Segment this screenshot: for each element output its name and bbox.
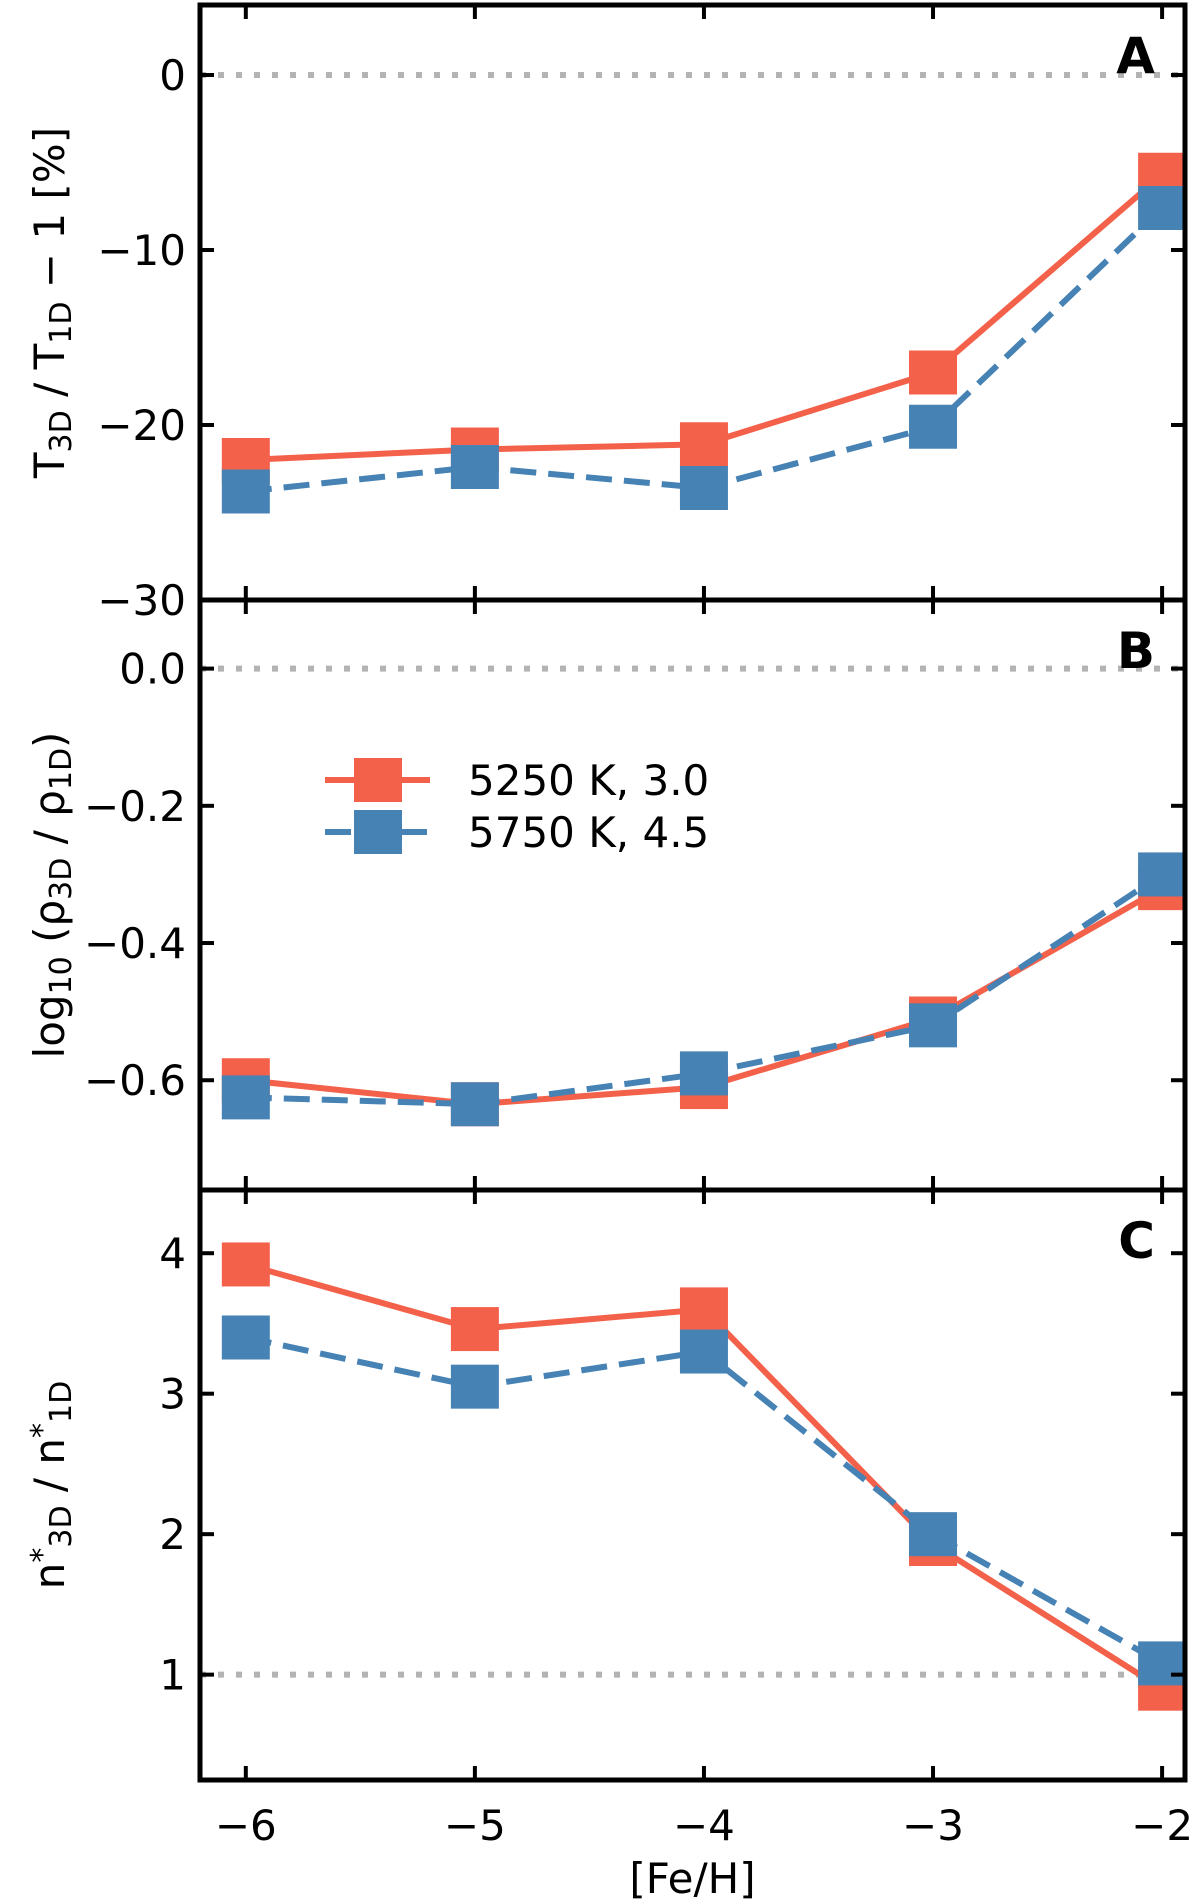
y-tick-label: −10 xyxy=(97,226,186,275)
legend-marker xyxy=(354,758,402,802)
y-tick-label: 4 xyxy=(159,1229,186,1278)
x-axis-label: [Fe/H] xyxy=(629,1854,755,1903)
ylabel-part: n xyxy=(25,1563,74,1590)
y-tick-label: 3 xyxy=(159,1370,186,1419)
x-tick-label: −3 xyxy=(902,1801,964,1850)
ylabel-part: / ρ xyxy=(25,790,74,858)
ylabel-part: / T xyxy=(25,343,74,410)
data-point xyxy=(909,404,958,449)
ylabel-part: 3D xyxy=(44,410,79,452)
ylabel-part: 1D xyxy=(44,302,79,344)
data-point xyxy=(679,1051,728,1096)
ylabel-part: − 1 [%] xyxy=(25,127,74,302)
data-point xyxy=(1138,186,1187,230)
ylabel-part: 1D xyxy=(44,1381,79,1423)
series-line-1 xyxy=(245,1334,1164,1667)
y-tick-label: −0.4 xyxy=(84,919,186,968)
ylabel-part: 3D xyxy=(44,858,79,900)
data-point xyxy=(450,445,499,489)
data-point xyxy=(909,350,958,395)
y-tick-label: −0.2 xyxy=(84,782,186,831)
y-tick-label: −30 xyxy=(97,576,186,625)
ylabel-part: ) xyxy=(25,732,74,748)
data-point xyxy=(450,1364,499,1409)
data-point xyxy=(679,466,728,510)
ylabel-part: 3D xyxy=(44,1505,79,1547)
ylabel-part: 10 xyxy=(44,956,79,994)
data-point xyxy=(909,1003,958,1048)
data-point xyxy=(1138,1641,1187,1686)
panel-label: B xyxy=(1117,622,1155,680)
y-tick-label: 0 xyxy=(159,51,186,100)
y-tick-label: 1 xyxy=(159,1651,186,1700)
y-tick-label: −0.6 xyxy=(84,1056,186,1105)
legend-label: 5250 K, 3.0 xyxy=(468,756,709,805)
x-tick-label: −2 xyxy=(1131,1801,1193,1850)
panel-A: 0 −10 −20 −30 A T3D / T1D − 1 [%] xyxy=(25,2,1188,625)
data-point xyxy=(679,1329,728,1374)
panel-label: A xyxy=(1116,27,1155,85)
data-point xyxy=(909,1512,958,1557)
data-point xyxy=(450,1307,499,1352)
legend-label: 5750 K, 4.5 xyxy=(468,808,709,857)
x-tick-label: −6 xyxy=(215,1801,277,1850)
ylabel-part: (ρ xyxy=(25,900,74,956)
data-point xyxy=(450,1082,499,1127)
panel-frame xyxy=(197,2,1188,603)
panel-frame xyxy=(197,1187,1188,1783)
x-tick-label: −4 xyxy=(673,1801,735,1850)
data-point xyxy=(679,422,728,467)
series-line-0 xyxy=(245,172,1165,463)
y-axis-label: T3D / T1D − 1 [%] xyxy=(25,127,79,479)
y-tick-label: 2 xyxy=(159,1510,186,1559)
ylabel-part: log xyxy=(25,994,74,1058)
y-tick-label: 0.0 xyxy=(119,645,186,694)
y-axis-label: log10 (ρ3D / ρ1D) xyxy=(25,732,79,1059)
data-point xyxy=(221,1075,270,1120)
legend-marker xyxy=(354,810,402,854)
data-point xyxy=(679,1287,728,1332)
ylabel-part: T xyxy=(25,452,74,479)
y-axis-label: n*3D / n*1D xyxy=(25,1381,79,1589)
data-point xyxy=(1138,852,1187,897)
x-tick-label: −5 xyxy=(444,1801,506,1850)
panel-label: C xyxy=(1118,1212,1155,1270)
ylabel-part: * xyxy=(25,1548,60,1563)
ylabel-part: 1D xyxy=(44,748,79,790)
data-point xyxy=(221,469,270,514)
data-point xyxy=(221,1242,270,1287)
y-tick-label: −20 xyxy=(97,401,186,450)
data-point xyxy=(221,1315,270,1360)
ylabel-part: / n xyxy=(25,1438,74,1505)
ylabel-part: * xyxy=(25,1423,60,1438)
